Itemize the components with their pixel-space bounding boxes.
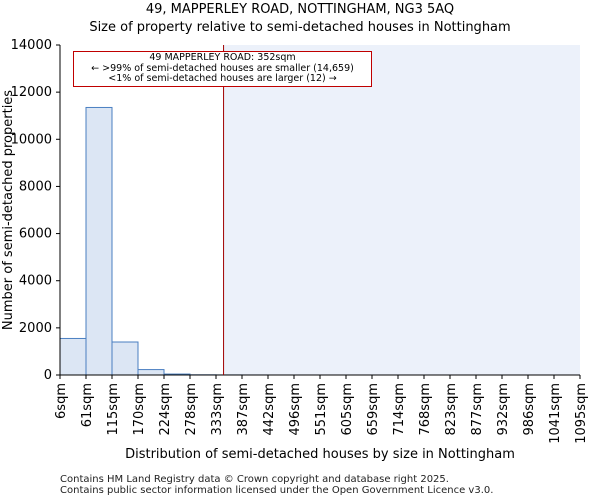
footer-licence: Contains public sector information licen…: [60, 485, 494, 496]
chart-title-subtitle: Size of property relative to semi-detach…: [89, 20, 511, 35]
x-tick-label-605sqm: 605sqm: [340, 383, 355, 436]
y-tick-label-14000: 14000: [11, 38, 52, 53]
marker-annotation-box: 49 MAPPERLEY ROAD: 352sqm ← >99% of semi…: [73, 51, 372, 87]
x-tick-label-768sqm: 768sqm: [418, 383, 433, 436]
x-tick-label-61sqm: 61sqm: [80, 383, 95, 427]
annotation-line-3: <1% of semi-detached houses are larger (…: [108, 73, 337, 84]
annotation-line-1: 49 MAPPERLEY ROAD: 352sqm: [149, 52, 296, 63]
x-tick-label-551sqm: 551sqm: [314, 383, 329, 436]
y-tick-label-10000: 10000: [11, 132, 52, 147]
y-tick-label-0: 0: [44, 368, 52, 383]
x-tick-label-6sqm: 6sqm: [54, 383, 69, 419]
y-tick-label-8000: 8000: [19, 179, 52, 194]
x-tick-label-823sqm: 823sqm: [444, 383, 459, 436]
x-tick-label-170sqm: 170sqm: [132, 383, 147, 436]
x-tick-label-224sqm: 224sqm: [158, 383, 173, 436]
x-tick-label-986sqm: 986sqm: [522, 383, 537, 436]
bar-115sqm: [111, 341, 139, 376]
x-axis-label: Distribution of semi-detached houses by …: [125, 447, 515, 462]
chart-title-address: 49, MAPPERLEY ROAD, NOTTINGHAM, NG3 5AQ: [145, 2, 455, 17]
x-tick-label-115sqm: 115sqm: [106, 383, 121, 436]
y-axis-label: Number of semi-detached properties: [1, 90, 16, 330]
x-tick-label-877sqm: 877sqm: [470, 383, 485, 436]
x-tick-label-496sqm: 496sqm: [288, 383, 303, 436]
y-tick-label-12000: 12000: [11, 85, 52, 100]
highlight-region: [223, 45, 580, 375]
x-tick-label-278sqm: 278sqm: [184, 383, 199, 436]
y-tick-label-6000: 6000: [19, 227, 52, 242]
annotation-line-2: ← >99% of semi-detached houses are small…: [91, 62, 354, 74]
x-tick-label-659sqm: 659sqm: [366, 383, 381, 436]
x-tick-label-932sqm: 932sqm: [496, 383, 511, 436]
footer-copyright: Contains HM Land Registry data © Crown c…: [60, 474, 449, 485]
bar-6sqm: [59, 337, 87, 376]
x-tick-label-714sqm: 714sqm: [392, 383, 407, 436]
x-tick-label-387sqm: 387sqm: [236, 383, 251, 436]
bar-61sqm: [85, 106, 113, 376]
y-tick-label-2000: 2000: [19, 321, 52, 336]
bar-170sqm: [137, 369, 165, 376]
x-tick-label-1095sqm: 1095sqm: [574, 383, 589, 444]
x-tick-label-442sqm: 442sqm: [262, 383, 277, 436]
y-tick-label-4000: 4000: [19, 274, 52, 289]
x-tick-label-333sqm: 333sqm: [210, 383, 225, 436]
x-tick-label-1041sqm: 1041sqm: [548, 383, 563, 444]
